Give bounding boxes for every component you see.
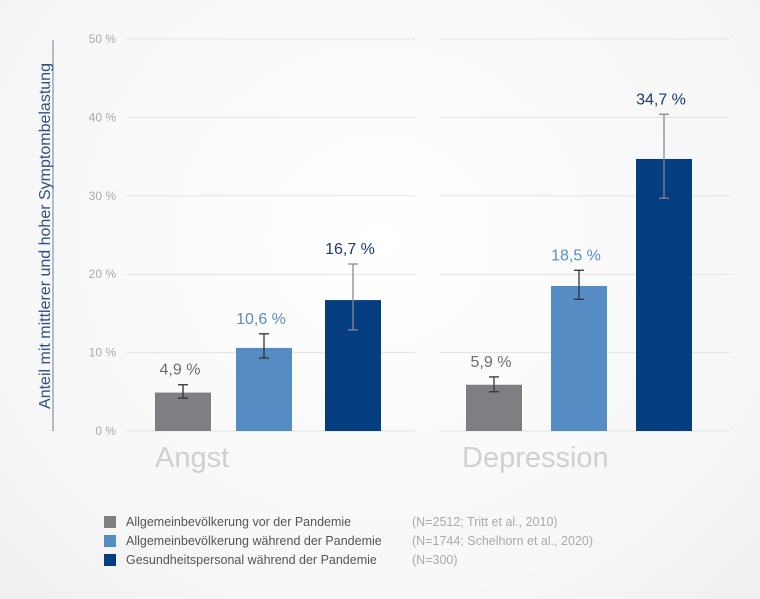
y-tick-label: 10 % — [89, 346, 117, 360]
legend-label: Allgemeinbevölkerung vor der Pandemie — [126, 514, 352, 529]
category-label: Depression — [462, 442, 609, 474]
y-tick-label: 0 % — [95, 424, 116, 438]
bar — [551, 285, 607, 431]
legend-item: Allgemeinbevölkerung vor der Pandemie (N… — [104, 512, 593, 531]
y-tick-label: 20 % — [89, 267, 117, 281]
bar — [636, 158, 692, 431]
data-label: 16,7 % — [325, 241, 375, 258]
y-tick-label: 40 % — [89, 110, 117, 124]
bar — [155, 392, 211, 431]
legend: Allgemeinbevölkerung vor der Pandemie (N… — [104, 512, 593, 569]
legend-swatch — [104, 553, 116, 566]
bar — [466, 384, 522, 431]
legend-item: Allgemeinbevölkerung während der Pandemi… — [104, 531, 593, 550]
legend-swatch — [104, 515, 116, 528]
y-tick-label: 30 % — [89, 189, 117, 203]
data-label: 4,9 % — [160, 362, 201, 379]
data-label: 10,6 % — [236, 311, 286, 328]
data-label: 18,5 % — [551, 247, 601, 264]
data-label: 34,7 % — [636, 91, 686, 108]
bar-chart: Anteil mit mittlerer und hoher Symptombe… — [37, 32, 730, 474]
y-tick-label: 50 % — [89, 32, 117, 46]
data-label: 5,9 % — [471, 354, 512, 371]
category-label: Angst — [155, 442, 229, 474]
bar — [236, 347, 292, 431]
legend-source: (N=2512; Tritt et al., 2010) — [412, 514, 558, 529]
legend-label: Allgemeinbevölkerung während der Pandemi… — [126, 533, 382, 548]
legend-swatch — [104, 534, 116, 547]
legend-source: (N=1744; Schelhorn et al., 2020) — [412, 533, 594, 548]
legend-label: Gesundheitspersonal während der Pandemie — [126, 552, 377, 567]
y-axis-title: Anteil mit mittlerer und hoher Symptombe… — [37, 63, 54, 409]
legend-source: (N=300) — [412, 552, 458, 567]
legend-item: Gesundheitspersonal während der Pandemie… — [104, 550, 593, 569]
